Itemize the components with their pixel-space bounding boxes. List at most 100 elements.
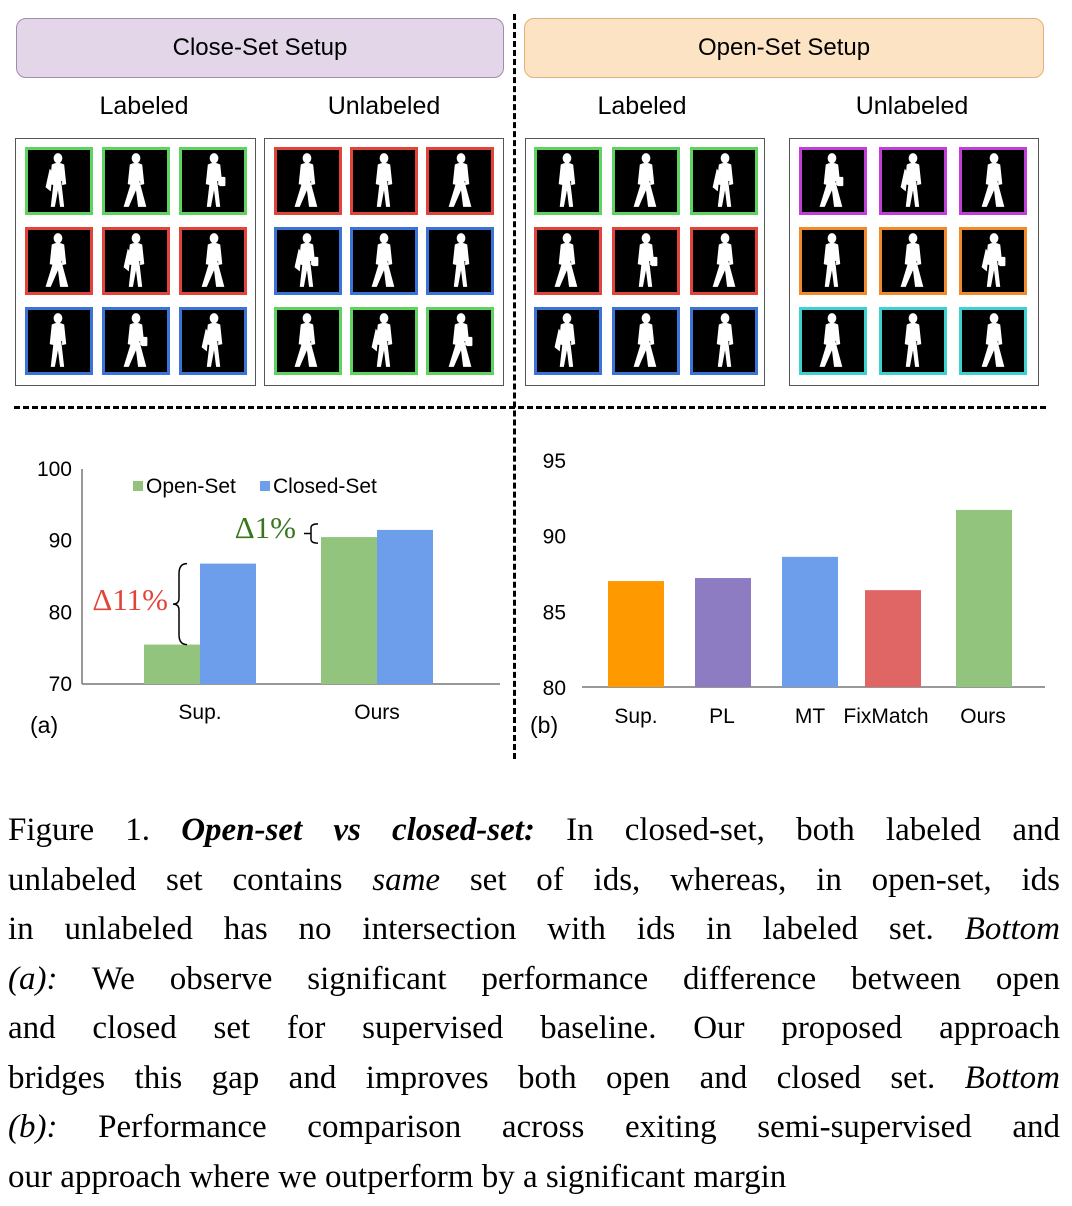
delta-brace	[304, 523, 319, 544]
y-tick-label: 85	[543, 601, 566, 624]
caption-line-2: unlabeled set contains same set of ids, …	[8, 856, 1060, 906]
legend-label: Closed-Set	[273, 475, 377, 498]
person-silhouette-icon	[201, 233, 225, 287]
person-thumbnail	[179, 307, 247, 375]
y-tick-label: 90	[543, 526, 566, 549]
person-silhouette-icon	[123, 153, 147, 207]
open-unlabeled-title: Unlabeled	[855, 92, 969, 120]
person-silhouette-icon	[294, 313, 318, 367]
bar-pl	[695, 578, 751, 687]
person-silhouette-icon	[823, 233, 841, 287]
person-silhouette-icon	[49, 313, 67, 367]
delta-annotation-ours: Δ1%	[235, 510, 296, 545]
person-thumbnail	[274, 147, 342, 215]
person-thumbnail	[959, 227, 1027, 295]
closed-set-setup-label: Close-Set Setup	[172, 34, 348, 61]
delta-brace	[172, 562, 188, 646]
x-tick-label: FixMatch	[843, 705, 928, 728]
person-silhouette-icon	[371, 233, 395, 287]
person-silhouette-icon	[45, 233, 69, 287]
caption-emphasis: (a):	[8, 960, 58, 997]
chart-a: 70 80 90 100 Sup. Ours Open-Set Closed-Set Δ11% Δ…	[30, 458, 500, 738]
person-thumbnail	[879, 307, 947, 375]
person-thumbnail	[534, 227, 602, 295]
caption-text: unlabeled set contains	[8, 861, 373, 898]
closed-unlabeled-title: Unlabeled	[327, 92, 441, 120]
person-silhouette-icon	[900, 153, 922, 207]
caption-text: We observe significant performance diffe…	[57, 960, 1060, 997]
caption-text: Performance comparison across exiting se…	[57, 1109, 1060, 1145]
delta-annotation-sup: Δ11%	[92, 582, 168, 617]
caption-line-6: bridges this gap and improves both open …	[8, 1054, 1060, 1104]
person-thumbnail	[799, 147, 867, 215]
person-silhouette-icon	[633, 313, 657, 367]
person-thumbnail	[534, 147, 602, 215]
panel-label-b: (b)	[530, 712, 558, 738]
person-silhouette-icon	[716, 313, 734, 367]
bar-ours	[956, 509, 1012, 687]
caption-emphasis: (b):	[8, 1109, 58, 1145]
legend-swatch	[260, 481, 270, 491]
person-thumbnail	[534, 307, 602, 375]
caption-text: In closed-set, both labeled and	[534, 812, 1060, 848]
open-set-setup-header: Open-Set Setup	[524, 18, 1044, 78]
person-silhouette-icon	[981, 153, 1005, 207]
person-silhouette-icon	[294, 153, 318, 207]
person-silhouette-icon	[448, 153, 472, 207]
legend-label: Open-Set	[146, 475, 236, 498]
person-thumbnail	[690, 227, 758, 295]
y-tick-label: 70	[49, 673, 72, 696]
x-tick-label: Sup.	[178, 701, 221, 724]
person-thumbnail	[102, 227, 170, 295]
bar-mt	[782, 556, 838, 687]
x-tick-label: Sup.	[614, 705, 657, 728]
open-unlabeled-panel	[789, 138, 1039, 386]
chart-b: 80 85 90 95 Sup. PL MT FixMatch Ours (b)	[530, 450, 1045, 738]
person-silhouette-icon	[294, 233, 319, 287]
person-thumbnail	[102, 307, 170, 375]
caption-emphasis: Bottom	[964, 911, 1060, 947]
figure-caption: Figure 1. Open-set vs closed-set: In clo…	[8, 806, 1060, 1202]
caption-figure-number: Figure 1.	[8, 812, 182, 848]
person-silhouette-icon	[904, 313, 922, 367]
person-silhouette-icon	[981, 313, 1005, 367]
bar-fixmatch	[865, 590, 921, 687]
person-silhouette-icon	[123, 313, 148, 367]
x-tick-label: MT	[795, 705, 825, 728]
caption-emphasis: Bottom	[964, 1059, 1060, 1096]
bar-closed-set	[200, 563, 256, 684]
person-silhouette-icon	[819, 313, 843, 367]
caption-line-5: and closed set for supervised baseline. …	[8, 1010, 1060, 1046]
caption-emphasis: same	[372, 861, 441, 898]
caption-line-3: in unlabeled has no intersection with id…	[8, 905, 1060, 955]
person-thumbnail	[612, 227, 680, 295]
y-tick-label: 100	[37, 458, 72, 481]
person-thumbnail	[350, 227, 418, 295]
caption-text: bridges this gap and improves both open …	[8, 1059, 965, 1096]
x-tick-label: Ours	[354, 701, 400, 724]
y-tick-label: 80	[49, 601, 72, 624]
bar-closed-set	[377, 529, 433, 684]
person-silhouette-icon	[45, 153, 67, 207]
person-silhouette-icon	[637, 233, 658, 287]
person-thumbnail	[879, 147, 947, 215]
person-thumbnail	[274, 307, 342, 375]
person-silhouette-icon	[981, 233, 1006, 287]
person-silhouette-icon	[558, 153, 576, 207]
person-thumbnail	[799, 307, 867, 375]
person-thumbnail	[25, 147, 93, 215]
person-silhouette-icon	[712, 233, 736, 287]
closed-unlabeled-panel	[264, 138, 504, 386]
panel-label-a: (a)	[30, 712, 58, 738]
caption-line-8: our approach where we outperform by a si…	[8, 1158, 787, 1195]
caption-text: in unlabeled has no intersection with id…	[8, 911, 965, 947]
person-silhouette-icon	[633, 153, 657, 207]
person-thumbnail	[959, 307, 1027, 375]
closed-labeled-title: Labeled	[99, 92, 189, 120]
person-silhouette-icon	[205, 153, 226, 207]
person-silhouette-icon	[819, 153, 844, 207]
person-silhouette-icon	[554, 233, 578, 287]
person-thumbnail	[612, 147, 680, 215]
person-thumbnail	[350, 147, 418, 215]
person-thumbnail	[690, 307, 758, 375]
